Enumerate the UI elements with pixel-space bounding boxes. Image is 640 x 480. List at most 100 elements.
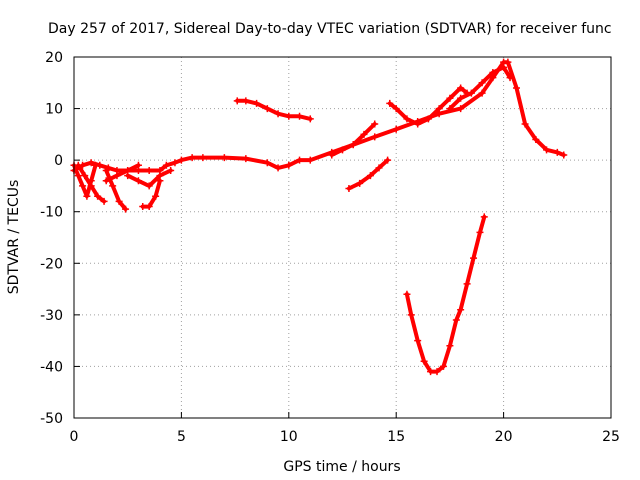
data-point: [171, 159, 179, 167]
data-point: [94, 192, 102, 200]
data-point: [424, 115, 432, 123]
data-point: [306, 115, 314, 123]
series-arc-mid-rise: [345, 156, 392, 193]
data-point: [403, 115, 411, 123]
data-point: [113, 172, 121, 180]
data-point: [83, 192, 91, 200]
data-point: [109, 182, 117, 190]
data-point: [102, 166, 110, 174]
data-point: [274, 110, 282, 118]
data-point: [188, 154, 196, 162]
series-arc-early-dip-d: [102, 161, 142, 185]
data-point: [457, 84, 465, 92]
data-point: [152, 192, 160, 200]
chart-title: Day 257 of 2017, Sidereal Day-to-day VTE…: [48, 21, 612, 37]
tick-labels: 0 5 10 15 20 25 -50 -40 -30 -20 -10 0 10 20: [40, 50, 620, 445]
y-tick-label: 20: [45, 50, 63, 66]
data-point: [145, 166, 153, 174]
grid: [74, 57, 611, 418]
data-point: [446, 94, 454, 102]
series-arc-mid-upper: [386, 84, 471, 128]
data-point: [375, 164, 383, 172]
series-line: [72, 60, 566, 173]
data-point: [439, 362, 447, 370]
x-tick-label: 10: [280, 429, 298, 445]
data-point: [384, 156, 392, 164]
y-tick-label: 0: [54, 153, 63, 169]
data-point: [371, 120, 379, 128]
data-point: [274, 164, 282, 172]
series-arc-late-climb: [446, 63, 514, 113]
series-arc-early-dip-b: [74, 161, 108, 205]
data-point: [199, 154, 207, 162]
data-point: [446, 105, 454, 113]
x-tick-label: 0: [70, 429, 79, 445]
data-point: [446, 342, 454, 350]
data-point: [521, 120, 529, 128]
y-tick-label: -30: [40, 308, 63, 324]
data-point: [414, 120, 422, 128]
data-point: [285, 161, 293, 169]
data-point: [532, 136, 540, 144]
series-layer: [70, 58, 568, 376]
x-tick-label: 15: [387, 429, 405, 445]
data-point: [145, 182, 153, 190]
data-point: [457, 105, 465, 113]
data-point: [478, 79, 486, 87]
y-tick-label: -50: [40, 411, 63, 427]
data-point: [87, 182, 95, 190]
data-point: [162, 161, 170, 169]
y-tick-label: -20: [40, 256, 63, 272]
data-point: [543, 146, 551, 154]
data-point: [167, 166, 175, 174]
data-point: [356, 179, 364, 187]
data-point: [124, 172, 132, 180]
data-point: [506, 74, 514, 82]
data-point: [457, 306, 465, 314]
y-tick-label: -10: [40, 205, 63, 221]
series-line: [104, 163, 141, 183]
series-arc-early-dip-e: [139, 177, 164, 211]
data-point: [467, 89, 475, 97]
data-point: [392, 125, 400, 133]
data-point: [156, 172, 164, 180]
data-point: [134, 161, 142, 169]
data-point: [253, 99, 261, 107]
data-point: [500, 63, 508, 71]
data-point: [263, 159, 271, 167]
data-point: [435, 105, 443, 113]
data-point: [122, 205, 130, 213]
data-point: [427, 368, 435, 376]
data-point: [360, 130, 368, 138]
data-point: [457, 94, 465, 102]
data-point: [504, 58, 512, 66]
data-point: [177, 156, 185, 164]
data-point: [296, 112, 304, 120]
data-point: [349, 141, 357, 149]
data-point: [339, 146, 346, 154]
x-tick-label: 5: [177, 429, 186, 445]
data-point: [463, 280, 471, 288]
data-point: [478, 89, 486, 97]
data-point: [233, 97, 241, 105]
data-point: [420, 357, 428, 365]
data-point: [553, 148, 561, 156]
series-line: [404, 214, 487, 374]
x-tick-label: 20: [495, 429, 513, 445]
data-point: [87, 159, 95, 167]
data-point: [403, 290, 411, 298]
data-point: [91, 161, 99, 169]
data-point: [79, 182, 87, 190]
plot-frame: [73, 56, 612, 419]
data-point: [115, 197, 123, 205]
data-point: [386, 99, 394, 107]
data-point: [433, 368, 441, 376]
data-point: [263, 105, 271, 113]
data-point: [345, 185, 353, 193]
data-point: [480, 213, 488, 221]
data-point: [414, 337, 422, 345]
data-point: [145, 203, 153, 211]
y-axis-label: SDTVAR / TECUs: [6, 180, 22, 295]
data-point: [242, 155, 250, 163]
